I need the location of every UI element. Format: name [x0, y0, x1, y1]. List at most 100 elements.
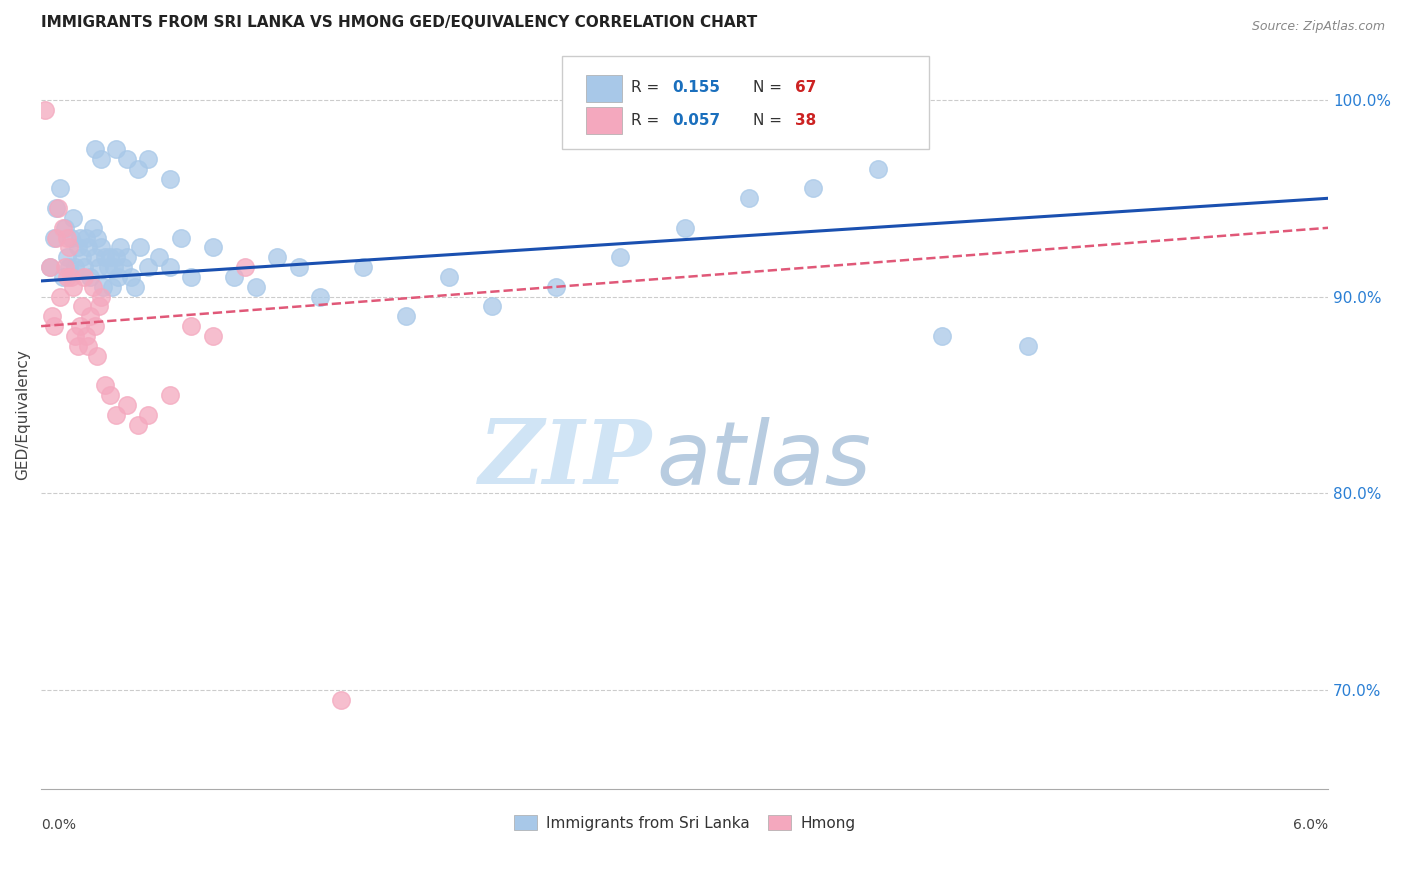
Point: [481, 300, 503, 314]
Point: [56, 230, 79, 244]
Point: [73, 270, 96, 285]
Point: [180, 319, 202, 334]
Point: [159, 171, 181, 186]
Text: 6.0%: 6.0%: [1294, 819, 1329, 832]
Point: [115, 250, 138, 264]
Point: [83, 319, 105, 334]
Text: atlas: atlas: [657, 417, 872, 502]
Point: [138, 260, 160, 274]
Point: [98, 388, 121, 402]
Point: [544, 280, 567, 294]
Point: [56, 270, 79, 285]
Point: [128, 240, 150, 254]
Point: [45, 230, 67, 244]
Point: [1017, 339, 1039, 353]
Point: [437, 270, 460, 285]
Point: [86, 230, 108, 244]
Point: [115, 398, 138, 412]
Point: [58, 260, 80, 274]
Point: [201, 240, 224, 254]
Point: [90, 152, 112, 166]
Point: [53, 220, 76, 235]
Point: [127, 161, 149, 176]
Point: [127, 417, 149, 432]
Point: [66, 240, 89, 254]
Point: [233, 260, 256, 274]
Point: [49, 181, 72, 195]
Point: [105, 250, 128, 264]
Point: [159, 388, 181, 402]
Point: [201, 329, 224, 343]
Text: R =: R =: [630, 113, 664, 128]
Point: [94, 378, 117, 392]
Point: [801, 181, 824, 195]
Point: [266, 250, 288, 264]
Text: Source: ZipAtlas.com: Source: ZipAtlas.com: [1251, 20, 1385, 33]
Text: N =: N =: [752, 113, 787, 128]
Point: [138, 408, 160, 422]
FancyBboxPatch shape: [562, 56, 929, 149]
Point: [866, 161, 889, 176]
Point: [46, 201, 69, 215]
Point: [42, 230, 65, 244]
Point: [60, 270, 83, 285]
Point: [79, 270, 101, 285]
Point: [111, 260, 134, 274]
Point: [51, 270, 73, 285]
Point: [75, 329, 97, 343]
FancyBboxPatch shape: [585, 107, 621, 135]
Point: [65, 260, 87, 274]
Point: [51, 220, 73, 235]
Point: [107, 270, 129, 285]
Point: [83, 142, 105, 156]
Point: [86, 349, 108, 363]
Point: [98, 250, 121, 264]
Point: [77, 240, 100, 254]
Point: [103, 260, 125, 274]
Point: [931, 329, 953, 343]
Text: 67: 67: [796, 80, 817, 95]
Point: [609, 250, 631, 264]
Point: [330, 693, 353, 707]
Point: [66, 339, 89, 353]
Point: [58, 240, 80, 254]
Point: [73, 260, 96, 274]
Text: 0.057: 0.057: [672, 113, 720, 128]
Point: [97, 260, 120, 274]
Point: [87, 300, 110, 314]
Point: [42, 319, 65, 334]
Point: [287, 260, 309, 274]
Point: [87, 260, 110, 274]
Point: [65, 329, 87, 343]
Point: [673, 220, 696, 235]
Point: [62, 280, 84, 294]
Point: [34, 103, 56, 117]
FancyBboxPatch shape: [585, 75, 621, 103]
Point: [105, 408, 128, 422]
Point: [245, 280, 267, 294]
Text: 0.0%: 0.0%: [41, 819, 76, 832]
Point: [62, 211, 84, 225]
Point: [83, 250, 105, 264]
Point: [105, 142, 128, 156]
Point: [49, 290, 72, 304]
Point: [79, 310, 101, 324]
Point: [70, 300, 93, 314]
Point: [75, 230, 97, 244]
Point: [120, 270, 142, 285]
Text: 0.155: 0.155: [672, 80, 720, 95]
Point: [224, 270, 246, 285]
Point: [90, 290, 112, 304]
Point: [124, 280, 146, 294]
Point: [53, 260, 76, 274]
Point: [138, 152, 160, 166]
Point: [70, 250, 93, 264]
Text: IMMIGRANTS FROM SRI LANKA VS HMONG GED/EQUIVALENCY CORRELATION CHART: IMMIGRANTS FROM SRI LANKA VS HMONG GED/E…: [41, 15, 758, 30]
Point: [56, 250, 79, 264]
Point: [110, 240, 132, 254]
Point: [352, 260, 374, 274]
Point: [82, 280, 104, 294]
Point: [38, 260, 60, 274]
Y-axis label: GED/Equivalency: GED/Equivalency: [15, 350, 30, 480]
Point: [309, 290, 332, 304]
